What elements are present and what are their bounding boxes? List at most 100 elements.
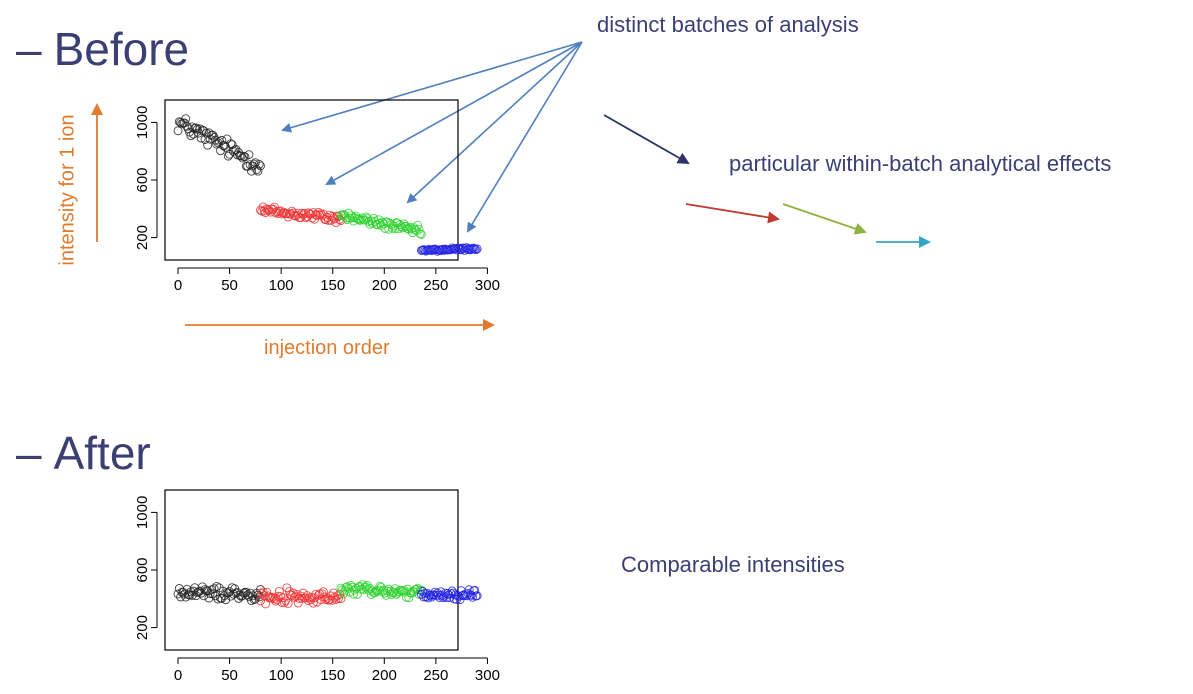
data-point <box>297 593 307 603</box>
data-point <box>384 224 394 234</box>
batch-arrow-2 <box>325 41 583 185</box>
data-point <box>466 590 476 600</box>
y-tick-label: 200 <box>134 615 151 640</box>
x-tick-label: 200 <box>372 667 397 684</box>
data-point <box>341 213 351 223</box>
data-point <box>413 220 423 230</box>
data-point <box>263 205 273 215</box>
data-point <box>249 159 259 169</box>
data-point <box>281 596 291 606</box>
data-point <box>335 589 345 599</box>
after-dash: – <box>16 427 42 479</box>
effect-arrow-green <box>782 203 867 235</box>
data-point <box>464 585 474 595</box>
data-point <box>327 595 337 605</box>
x-tick-label: 0 <box>174 277 182 294</box>
series-batch-1 <box>173 581 265 606</box>
after-scatter-chart: 0 50 100 150 200 250 300 200 600 1000 <box>134 489 500 684</box>
plot-frame <box>164 489 459 651</box>
data-point <box>203 586 213 596</box>
data-point <box>416 585 426 595</box>
data-point <box>334 593 343 603</box>
data-point <box>300 208 309 218</box>
after-heading-text: After <box>53 427 151 479</box>
data-point <box>416 229 426 239</box>
data-point <box>349 589 358 599</box>
data-point <box>187 590 197 600</box>
series-batch-4 <box>416 585 482 605</box>
effect-arrow-navy <box>603 114 690 164</box>
series-batch-3 <box>336 580 426 603</box>
within-batch-annotation: particular within-batch analytical effec… <box>729 151 1112 176</box>
x-tick-label: 300 <box>475 277 500 294</box>
data-point <box>435 593 445 602</box>
data-point <box>200 135 210 144</box>
x-axis-caption: injection order <box>264 337 390 359</box>
data-point <box>301 593 311 603</box>
comparable-annotation: Comparable intensities <box>621 552 845 577</box>
data-point <box>344 583 353 593</box>
series-batch-2 <box>256 202 346 228</box>
y-tick-label: 200 <box>134 225 151 250</box>
x-tick-label: 100 <box>269 667 294 684</box>
data-point <box>472 244 482 254</box>
data-point <box>257 588 267 598</box>
before-scatter-chart: 0 50 100 150 200 250 300 200 600 1000 <box>134 99 500 294</box>
data-point <box>414 224 424 234</box>
x-tick-label: 100 <box>269 277 294 294</box>
x-tick-label: 200 <box>372 277 397 294</box>
series-batch-4 <box>416 243 482 256</box>
data-point <box>424 244 434 254</box>
data-point <box>218 586 228 596</box>
series-batch-2 <box>256 583 346 609</box>
data-point <box>191 123 201 133</box>
data-point <box>253 166 263 176</box>
data-point <box>283 599 293 608</box>
data-point <box>273 209 283 218</box>
data-point <box>394 587 404 597</box>
before-heading: – Before <box>16 26 189 72</box>
data-point <box>336 594 346 604</box>
plot-frame <box>164 99 459 261</box>
data-point <box>223 151 233 161</box>
batch-arrow-4 <box>466 41 583 233</box>
data-point <box>406 224 416 234</box>
y-tick-label: 1000 <box>134 106 151 139</box>
batch-arrow-3 <box>406 41 583 204</box>
data-point <box>326 215 336 225</box>
before-dash: – <box>16 23 42 75</box>
after-heading: – After <box>16 430 151 476</box>
data-point <box>186 131 196 141</box>
x-tick-label: 150 <box>320 277 345 294</box>
x-tick-label: 50 <box>221 667 238 684</box>
data-point <box>256 161 265 171</box>
data-point <box>217 593 227 603</box>
data-point <box>208 589 218 599</box>
data-point <box>253 590 263 600</box>
data-point <box>469 243 479 253</box>
data-point <box>271 596 281 606</box>
data-point <box>288 588 298 598</box>
data-point <box>208 130 218 140</box>
batch-arrow-1 <box>281 41 583 133</box>
data-point <box>395 220 405 230</box>
data-point <box>173 126 183 136</box>
data-point <box>367 586 377 596</box>
data-point <box>244 150 254 160</box>
data-point <box>210 591 220 601</box>
before-heading-text: Before <box>53 23 190 75</box>
data-point <box>210 135 220 145</box>
batches-annotation: distinct batches of analysis <box>597 12 859 37</box>
x-tick-label: 300 <box>475 667 500 684</box>
data-point <box>278 593 288 603</box>
data-point <box>308 598 318 608</box>
effect-arrow-red <box>685 203 780 224</box>
data-point <box>293 208 303 218</box>
data-point <box>173 589 183 599</box>
series-batch-3 <box>336 208 426 239</box>
data-point <box>199 126 209 136</box>
data-point <box>203 140 213 150</box>
data-point <box>209 584 219 594</box>
data-point <box>432 246 442 256</box>
